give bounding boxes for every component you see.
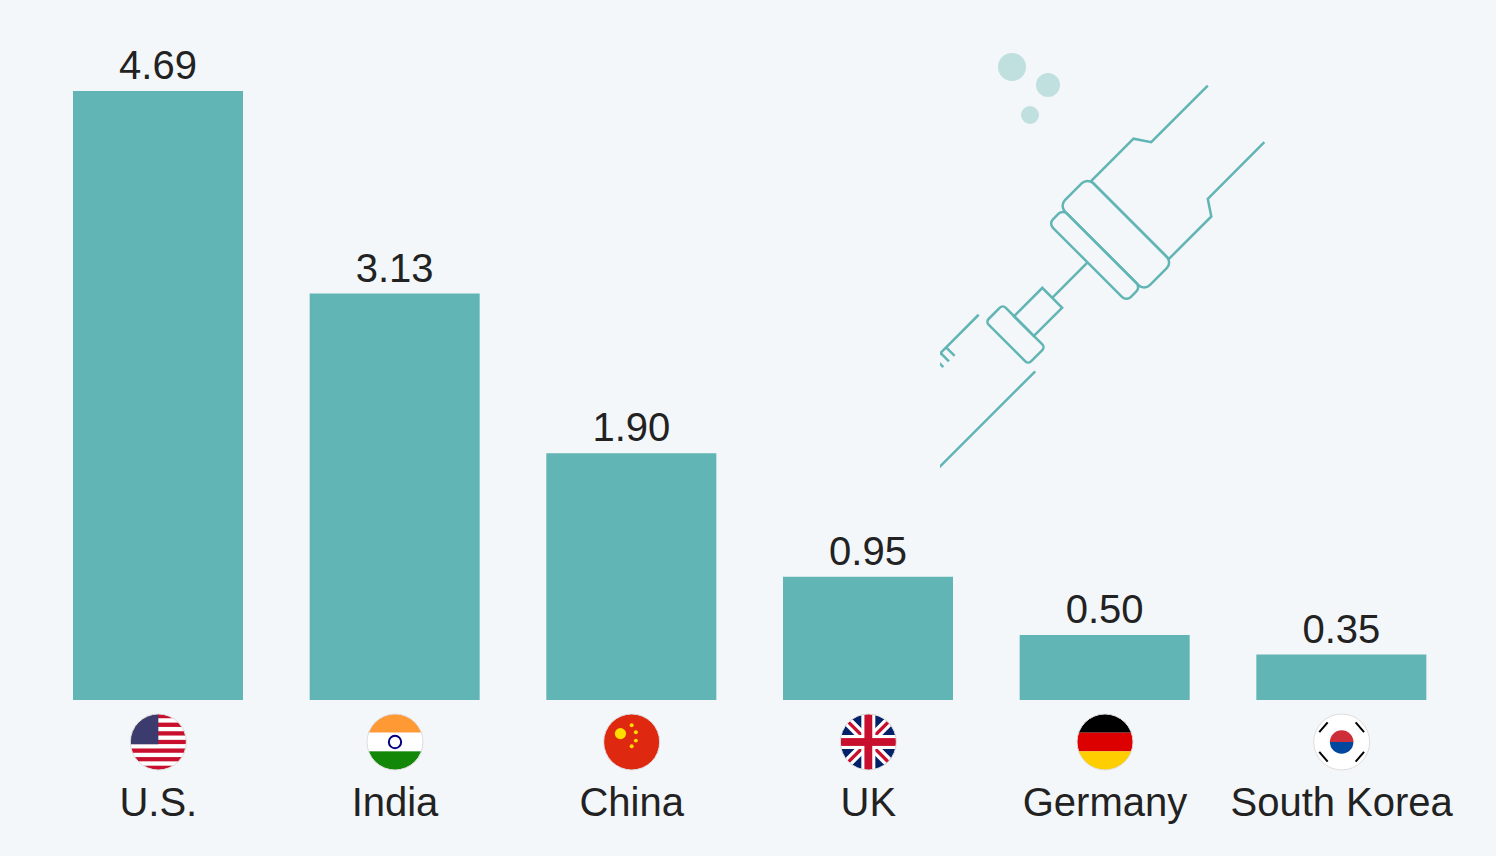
svg-text:1.90: 1.90: [592, 405, 670, 449]
svg-text:U.S.: U.S.: [119, 780, 197, 824]
svg-text:3.13: 3.13: [356, 246, 434, 290]
svg-text:0.50: 0.50: [1066, 587, 1144, 631]
svg-text:India: India: [352, 780, 439, 824]
svg-text:0.95: 0.95: [829, 529, 907, 573]
svg-text:4.69: 4.69: [119, 43, 197, 87]
svg-text:Germany: Germany: [1023, 780, 1188, 824]
svg-text:South Korea: South Korea: [1230, 780, 1453, 824]
svg-text:0.35: 0.35: [1302, 607, 1380, 651]
svg-text:China: China: [579, 780, 684, 824]
svg-text:UK: UK: [841, 780, 897, 824]
